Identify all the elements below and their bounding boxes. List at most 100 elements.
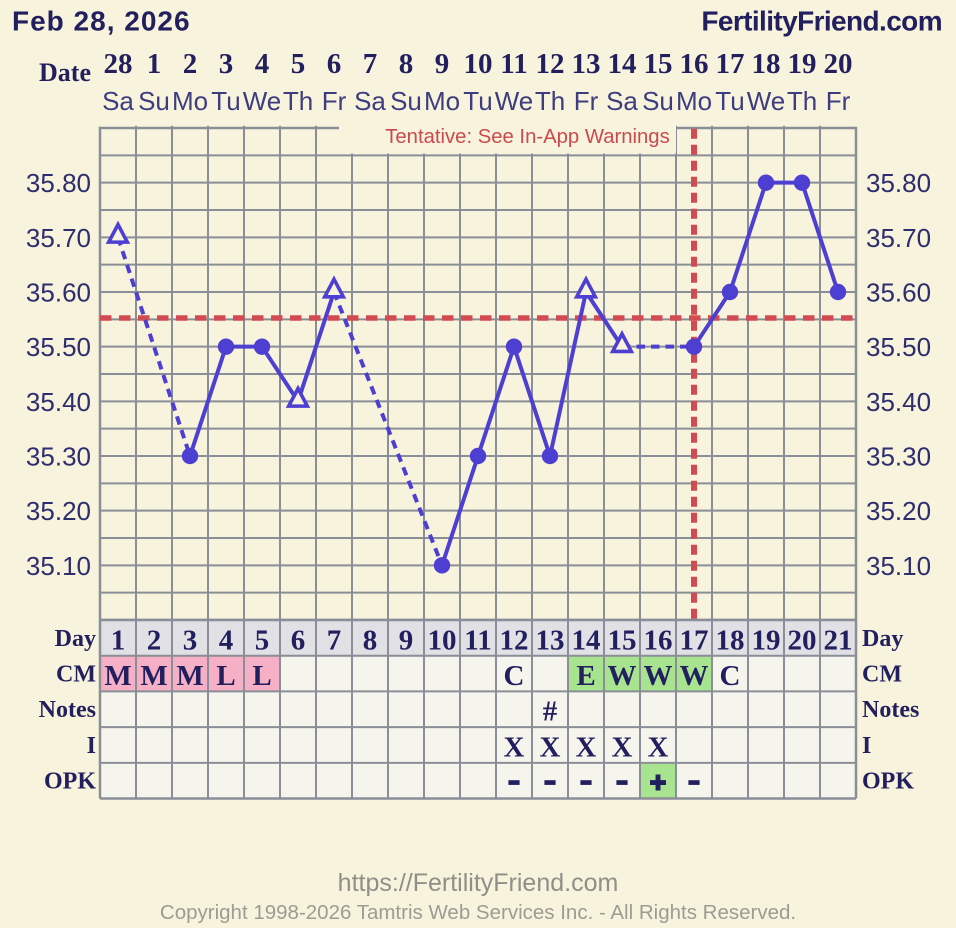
svg-text:Day: Day — [862, 626, 903, 652]
svg-text:Th: Th — [787, 86, 817, 116]
svg-text:35.30: 35.30 — [26, 442, 91, 472]
svg-text:Day: Day — [55, 626, 96, 652]
svg-text:2: 2 — [147, 624, 162, 656]
svg-text:35.20: 35.20 — [26, 496, 91, 526]
svg-text:Tentative: See In-App Warnings: Tentative: See In-App Warnings — [385, 126, 669, 148]
svg-text:Sa: Sa — [102, 86, 134, 116]
svg-text:35.40: 35.40 — [26, 387, 91, 417]
svg-text:2: 2 — [183, 48, 198, 80]
svg-text:1: 1 — [147, 48, 162, 80]
svg-text:#: # — [543, 696, 558, 728]
svg-text:We: We — [747, 86, 786, 116]
svg-text:20: 20 — [824, 48, 853, 80]
svg-text:W: W — [608, 660, 637, 692]
svg-text:19: 19 — [788, 48, 817, 80]
svg-text:17: 17 — [680, 624, 709, 656]
svg-text:3: 3 — [219, 48, 234, 80]
svg-text:35.10: 35.10 — [26, 551, 91, 581]
svg-text:4: 4 — [255, 48, 270, 80]
svg-text:M: M — [140, 660, 167, 692]
svg-text:Th: Th — [283, 86, 313, 116]
svg-text:35.80: 35.80 — [26, 168, 91, 198]
svg-text:Tu: Tu — [463, 86, 492, 116]
svg-text:1: 1 — [111, 624, 126, 656]
svg-text:35.60: 35.60 — [866, 278, 931, 308]
svg-text:11: 11 — [500, 48, 527, 80]
svg-text:OPK: OPK — [44, 769, 96, 795]
svg-text:6: 6 — [291, 624, 306, 656]
svg-text:5: 5 — [255, 624, 270, 656]
svg-text:FertilityFriend.com: FertilityFriend.com — [701, 6, 942, 37]
svg-text:6: 6 — [327, 48, 342, 80]
svg-text:4: 4 — [219, 624, 234, 656]
svg-text:W: W — [680, 660, 709, 692]
svg-text:OPK: OPK — [862, 769, 914, 795]
svg-text:13: 13 — [572, 48, 601, 80]
svg-text:M: M — [176, 660, 203, 692]
svg-text:Su: Su — [138, 86, 170, 116]
svg-text:X: X — [576, 731, 597, 763]
svg-text:Mo: Mo — [424, 86, 460, 116]
svg-text:I: I — [862, 733, 871, 759]
svg-text:We: We — [243, 86, 282, 116]
svg-text:https://FertilityFriend.com: https://FertilityFriend.com — [338, 869, 619, 897]
svg-text:Mo: Mo — [676, 86, 712, 116]
svg-text:35.50: 35.50 — [866, 332, 931, 362]
svg-text:Su: Su — [390, 86, 422, 116]
svg-text:X: X — [612, 731, 633, 763]
svg-text:Th: Th — [535, 86, 565, 116]
svg-text:7: 7 — [363, 48, 378, 80]
svg-text:35.60: 35.60 — [26, 278, 91, 308]
svg-text:Copyright 1998-2026 Tamtris We: Copyright 1998-2026 Tamtris Web Services… — [160, 901, 796, 924]
svg-text:21: 21 — [824, 624, 853, 656]
svg-text:Notes: Notes — [39, 697, 96, 723]
svg-text:Mo: Mo — [172, 86, 208, 116]
svg-text:C: C — [504, 660, 525, 692]
svg-text:20: 20 — [788, 624, 817, 656]
svg-text:Notes: Notes — [862, 697, 919, 723]
svg-text:16: 16 — [644, 624, 673, 656]
svg-text:11: 11 — [464, 624, 491, 656]
svg-text:9: 9 — [399, 624, 414, 656]
svg-text:CM: CM — [56, 661, 96, 687]
svg-text:9: 9 — [435, 48, 450, 80]
svg-text:8: 8 — [363, 624, 378, 656]
svg-text:Feb 28, 2026: Feb 28, 2026 — [12, 6, 191, 37]
svg-text:Sa: Sa — [606, 86, 638, 116]
svg-text:Fr: Fr — [322, 86, 347, 116]
svg-text:35.10: 35.10 — [866, 551, 931, 581]
svg-text:15: 15 — [644, 48, 673, 80]
svg-text:12: 12 — [536, 48, 565, 80]
svg-text:Fr: Fr — [574, 86, 599, 116]
svg-text:I: I — [87, 733, 96, 759]
svg-text:10: 10 — [428, 624, 457, 656]
svg-text:18: 18 — [716, 624, 745, 656]
svg-text:17: 17 — [716, 48, 745, 80]
svg-text:13: 13 — [536, 624, 565, 656]
svg-text:35.70: 35.70 — [26, 223, 91, 253]
svg-text:14: 14 — [572, 624, 601, 656]
svg-text:C: C — [720, 660, 741, 692]
svg-text:10: 10 — [464, 48, 493, 80]
svg-text:CM: CM — [862, 661, 902, 687]
svg-text:X: X — [648, 731, 669, 763]
svg-text:W: W — [644, 660, 673, 692]
svg-text:8: 8 — [399, 48, 414, 80]
svg-text:Tu: Tu — [211, 86, 240, 116]
svg-text:M: M — [104, 660, 131, 692]
svg-text:35.80: 35.80 — [866, 168, 931, 198]
svg-text:Su: Su — [642, 86, 674, 116]
svg-text:L: L — [252, 660, 271, 692]
svg-text:We: We — [495, 86, 534, 116]
svg-text:14: 14 — [608, 48, 637, 80]
svg-text:19: 19 — [752, 624, 781, 656]
svg-text:35.40: 35.40 — [866, 387, 931, 417]
svg-text:3: 3 — [183, 624, 198, 656]
svg-text:12: 12 — [500, 624, 529, 656]
svg-text:16: 16 — [680, 48, 709, 80]
svg-text:X: X — [540, 731, 561, 763]
svg-text:Tu: Tu — [715, 86, 744, 116]
svg-text:15: 15 — [608, 624, 637, 656]
svg-text:35.50: 35.50 — [26, 332, 91, 362]
svg-text:Fr: Fr — [826, 86, 851, 116]
